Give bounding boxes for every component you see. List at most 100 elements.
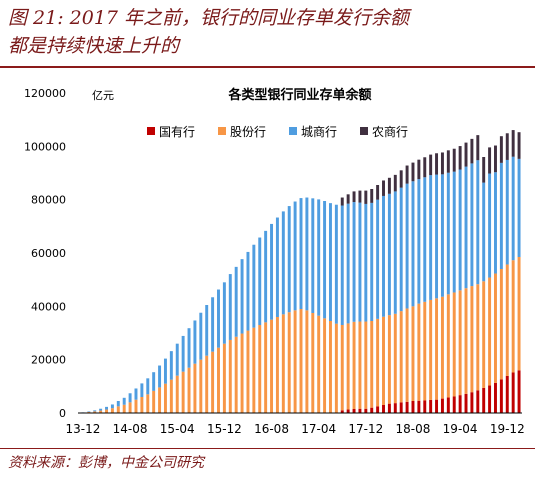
bar-segment-city xyxy=(181,335,185,372)
bar-segment-state xyxy=(376,406,380,413)
bar-segment-city xyxy=(399,187,403,312)
bar-segment-city xyxy=(116,401,120,407)
bar-segment-city xyxy=(217,289,220,348)
bar-segment-state xyxy=(517,370,521,413)
legend-label-state: 国有行 xyxy=(159,125,195,139)
y-tick-label: 100000 xyxy=(24,140,66,153)
bar-segment-city xyxy=(110,404,114,409)
bar-segment-joint xyxy=(423,301,427,401)
bar-segment-rural xyxy=(393,174,397,192)
bar-segment-city xyxy=(99,408,103,411)
bar-segment-joint xyxy=(211,351,215,413)
bar-segment-state xyxy=(352,409,356,413)
bar-segment-joint xyxy=(270,319,274,413)
bar-segment-city xyxy=(264,230,268,323)
bar-segment-rural xyxy=(358,190,362,203)
bar-segment-joint xyxy=(393,313,397,404)
bar-segment-city xyxy=(234,266,238,337)
bar-segment-rural xyxy=(423,157,427,178)
bar-segment-rural xyxy=(440,152,444,175)
bar-segment-city xyxy=(305,197,309,311)
bar-segment-joint xyxy=(476,284,480,391)
bar-segment-joint xyxy=(405,308,409,402)
bar-segment-rural xyxy=(452,148,456,172)
bar-segment-state xyxy=(499,379,503,413)
bar-segment-joint xyxy=(281,314,285,413)
bar-segment-joint xyxy=(435,298,439,400)
bar-segment-joint xyxy=(187,367,191,413)
bar-segment-state xyxy=(423,400,427,413)
bar-segment-rural xyxy=(458,146,462,170)
bar-segment-joint xyxy=(222,343,226,413)
bar-segment-rural xyxy=(494,145,497,173)
legend-label-joint: 股份行 xyxy=(230,125,266,139)
bar-segment-state xyxy=(340,410,344,413)
y-tick-label: 120000 xyxy=(24,87,66,100)
legend-label-rural: 农商行 xyxy=(372,124,408,139)
bar-segment-city xyxy=(222,282,226,344)
legend: 国有行 股份行 城商行 农商行 xyxy=(147,124,408,139)
bar-segment-joint xyxy=(346,323,350,410)
bar-segment-joint xyxy=(169,379,173,413)
bar-segment-city xyxy=(246,251,250,331)
bar-segment-city xyxy=(429,175,433,300)
bar-segment-rural xyxy=(417,159,421,180)
bar-segment-joint xyxy=(293,310,297,413)
bar-segment-joint xyxy=(175,375,179,413)
bar-segment-state xyxy=(358,408,362,413)
bar-segment-joint xyxy=(358,321,362,409)
bar-segment-joint xyxy=(376,318,380,407)
bar-segment-joint xyxy=(352,321,356,409)
bar-segment-city xyxy=(228,274,232,340)
bar-segment-joint xyxy=(317,315,321,413)
bar-segment-joint xyxy=(511,260,515,373)
bar-segment-city xyxy=(158,365,162,388)
bar-segment-state xyxy=(405,401,409,413)
bar-segment-city xyxy=(258,237,262,325)
bar-segment-state xyxy=(440,398,444,413)
bar-segment-city xyxy=(435,174,439,299)
bar-segment-joint xyxy=(134,399,138,413)
bar-segment-joint xyxy=(299,309,303,413)
x-tick-label: 13-12 xyxy=(66,422,101,436)
bar-segment-joint xyxy=(163,383,167,413)
bar-segment-state xyxy=(411,401,415,413)
bar-segment-joint xyxy=(122,404,126,413)
source-note: 资料来源：彭博，中金公司研究 xyxy=(8,455,204,471)
x-tick-label: 16-08 xyxy=(254,422,289,436)
bar-segment-rural xyxy=(382,180,385,196)
bar-segment-state xyxy=(429,399,433,413)
bar-segment-joint xyxy=(193,363,197,413)
bar-segment-joint xyxy=(152,390,156,413)
bar-segment-joint xyxy=(110,408,114,413)
bar-segment-city xyxy=(346,203,350,324)
bar-segment-city xyxy=(134,388,138,400)
bar-segment-city xyxy=(464,166,468,289)
bar-segment-state xyxy=(387,403,391,413)
bar-segment-state xyxy=(488,385,492,413)
bar-segment-joint xyxy=(87,411,91,413)
bar-segment-city xyxy=(387,193,391,316)
bar-segment-joint xyxy=(246,330,250,413)
bar-segment-rural xyxy=(470,138,474,164)
bar-segment-joint xyxy=(370,321,374,408)
bar-segment-rural xyxy=(370,189,374,203)
x-tick-label: 19-04 xyxy=(443,422,478,436)
bar-segment-state xyxy=(417,400,421,413)
bar-segment-state xyxy=(452,396,456,413)
bar-segment-joint xyxy=(429,299,433,400)
bar-segment-rural xyxy=(387,177,391,194)
x-tick-label: 17-12 xyxy=(348,422,383,436)
bar-segment-rural xyxy=(499,136,503,163)
legend-swatch-state xyxy=(147,127,155,135)
bar-segment-joint xyxy=(140,397,144,413)
bar-segment-state xyxy=(482,387,486,413)
bar-segment-joint xyxy=(217,347,220,413)
bar-segment-city xyxy=(205,305,209,356)
bar-segment-joint xyxy=(311,313,315,413)
bar-segment-joint xyxy=(458,290,462,396)
figure-title: 图 21: 2017 年之前，银行的同业存单发行余额 都是持续快速上升的 xyxy=(8,4,530,60)
x-tick-label: 15-12 xyxy=(207,422,242,436)
bar-segment-state xyxy=(464,393,468,413)
bar-segment-joint xyxy=(146,394,150,413)
